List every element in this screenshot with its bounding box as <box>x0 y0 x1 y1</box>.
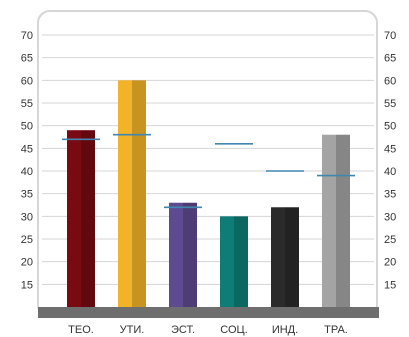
bar <box>322 134 336 307</box>
y-tick-label-right: 70 <box>384 30 396 42</box>
y-tick-label-left: 50 <box>21 121 33 133</box>
y-tick-label-right: 35 <box>384 189 396 201</box>
x-tick-label: УТИ. <box>120 324 145 336</box>
y-tick-label-left: 55 <box>21 98 33 110</box>
chart-floor <box>38 307 379 318</box>
y-tick-label-left: 15 <box>21 279 33 291</box>
y-tick-label-left: 35 <box>21 189 33 201</box>
y-tick-label-right: 50 <box>384 121 396 133</box>
x-axis: ТЕО. УТИ. ЭСТ. СОЦ. ИНД. ТРА. <box>68 324 348 336</box>
x-tick-label: ТЕО. <box>68 324 94 336</box>
bar <box>220 216 234 307</box>
x-tick-label: СОЦ. <box>220 324 247 336</box>
x-tick-label: ЭСТ. <box>171 324 195 336</box>
x-tick-label: ТРА. <box>324 324 348 336</box>
y-tick-label-right: 25 <box>384 234 396 246</box>
y-tick-label-right: 65 <box>384 53 396 65</box>
bar-shade <box>336 134 350 307</box>
y-tick-label-left: 65 <box>21 53 33 65</box>
bar-shade <box>183 202 197 307</box>
bar-shade <box>234 216 248 307</box>
marker-lines <box>62 133 355 209</box>
bars <box>67 80 350 307</box>
y-tick-label-left: 45 <box>21 143 33 155</box>
y-tick-label-left: 60 <box>21 75 33 87</box>
y-tick-label-right: 30 <box>384 211 396 223</box>
y-tick-label-left: 40 <box>21 166 33 178</box>
y-tick-label-right: 55 <box>384 98 396 110</box>
y-tick-label-right: 60 <box>384 75 396 87</box>
x-tick-label: ИНД. <box>272 324 298 336</box>
y-tick-label-left: 25 <box>21 234 33 246</box>
bar-shade <box>132 80 146 307</box>
y-tick-label-right: 40 <box>384 166 396 178</box>
y-tick-label-left: 20 <box>21 257 33 269</box>
bar <box>67 130 81 307</box>
bar <box>271 207 285 307</box>
bar <box>169 202 183 307</box>
bar-shade <box>285 207 299 307</box>
y-tick-label-right: 20 <box>384 257 396 269</box>
y-tick-label-left: 70 <box>21 30 33 42</box>
y-axis-left: 15 20 25 30 35 40 45 50 55 60 65 70 <box>21 30 33 291</box>
gridlines <box>42 34 374 285</box>
bar <box>118 80 132 307</box>
y-tick-label-right: 15 <box>384 279 396 291</box>
y-tick-label-right: 45 <box>384 143 396 155</box>
y-axis-right: 15 20 25 30 35 40 45 50 55 60 65 70 <box>384 30 396 291</box>
y-tick-label-left: 30 <box>21 211 33 223</box>
bar-shade <box>81 130 95 307</box>
